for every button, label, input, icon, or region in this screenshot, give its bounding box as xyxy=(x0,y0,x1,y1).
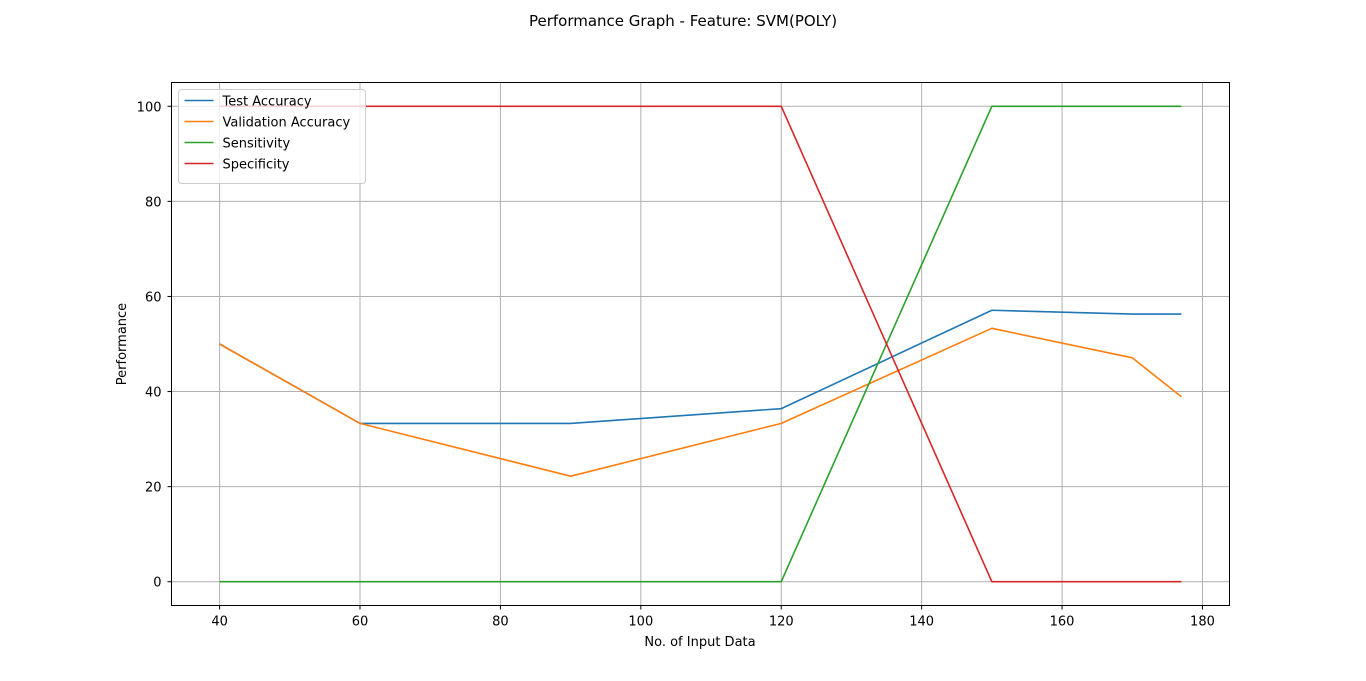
axis-ticks: 40 60 80 100 120 140 160 180 0 20 40 60 80 100 xyxy=(137,100,1215,629)
x-tick-label: 180 xyxy=(1190,615,1215,630)
series-lines xyxy=(219,105,1182,583)
series-line-sensitivity xyxy=(219,105,1182,583)
y-tick-label: 20 xyxy=(145,481,162,496)
legend: Test Accuracy Validation Accuracy Sensitiv… xyxy=(178,89,366,184)
x-tick-label: 100 xyxy=(628,615,653,630)
series-line-validation-accuracy xyxy=(219,327,1182,477)
plot-frame xyxy=(171,82,1230,606)
x-tick-label: 80 xyxy=(492,615,509,630)
legend-label: Validation Accuracy xyxy=(223,116,351,131)
legend-label: Sensitivity xyxy=(223,137,291,152)
x-tick-label: 120 xyxy=(769,615,794,630)
x-tick-label: 40 xyxy=(211,615,228,630)
legend-label: Specificity xyxy=(223,158,290,173)
y-tick-label: 80 xyxy=(145,195,162,210)
legend-label: Test Accuracy xyxy=(222,95,312,110)
x-axis-label: No. of Input Data xyxy=(644,635,755,650)
x-tick-label: 140 xyxy=(909,615,934,630)
y-tick-label: 100 xyxy=(137,100,162,115)
series-line-test-accuracy xyxy=(219,309,1182,425)
y-tick-label: 40 xyxy=(145,386,162,401)
x-tick-label: 160 xyxy=(1050,615,1075,630)
y-tick-label: 0 xyxy=(153,576,161,591)
y-axis-label: Performance xyxy=(115,303,130,385)
y-tick-label: 60 xyxy=(145,290,162,305)
legend-box xyxy=(178,89,366,184)
chart-title: Performance Graph - Feature: SVM(POLY) xyxy=(529,12,837,30)
x-tick-label: 60 xyxy=(352,615,369,630)
